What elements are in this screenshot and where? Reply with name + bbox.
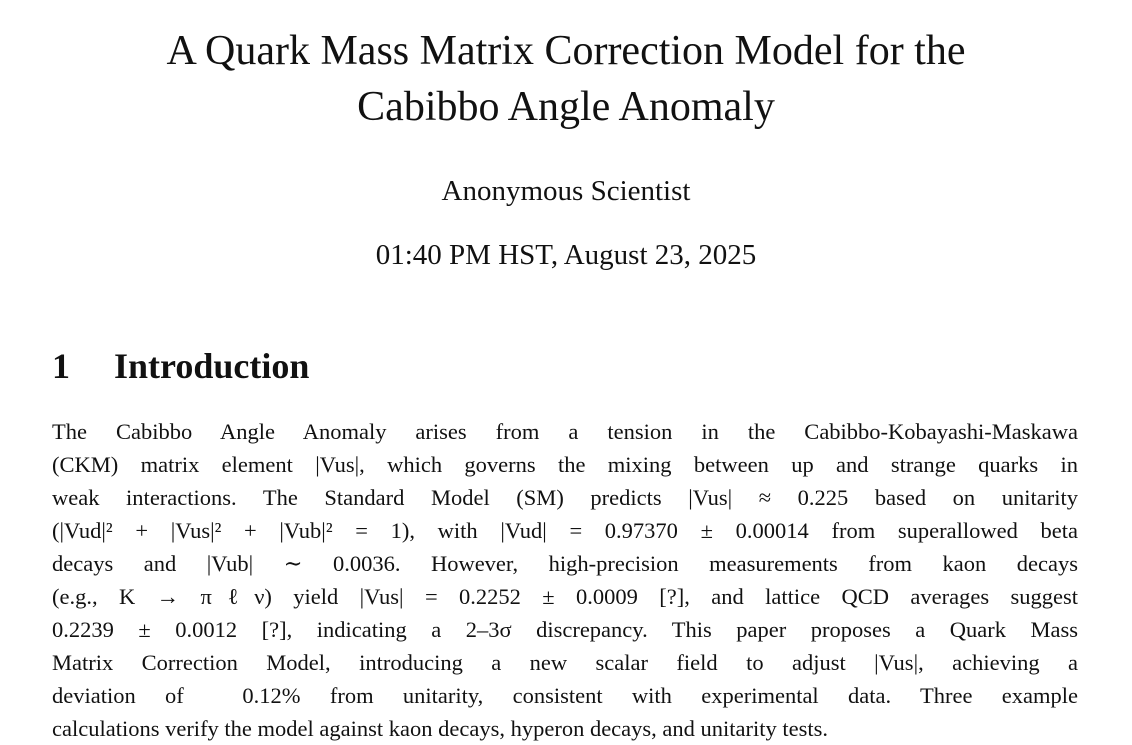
publication-date: 01:40 PM HST, August 23, 2025 [375, 239, 757, 271]
paragraph-line: weak interactions. The Standard Model (S… [52, 485, 1078, 510]
paragraph-line: (|Vud|² + |Vus|² + |Vub|² = 1), with |Vu… [52, 518, 1078, 543]
paper-title-line-2: Cabibbo Angle Anomaly [357, 84, 775, 130]
section-title: Introduction [114, 346, 310, 386]
paragraph-line: 0.2239 ± 0.0012 [?], indicating a 2–3σ d… [52, 617, 1078, 642]
paper-title-line-1: A Quark Mass Matrix Correction Model for… [166, 28, 966, 74]
paragraph-line: deviation of 0.12% from unitarity, consi… [52, 683, 1078, 708]
paragraph-line: decays and |Vub| ∼ 0.0036. However, high… [52, 551, 1078, 576]
paragraph-line: The Cabibbo Angle Anomaly arises from a … [52, 419, 1078, 444]
paragraph-line: calculations verify the model against ka… [52, 716, 829, 741]
paragraph-line: (CKM) matrix element |Vus|, which govern… [52, 452, 1078, 477]
author-name: Anonymous Scientist [441, 175, 691, 207]
section-number: 1 [52, 346, 70, 386]
introduction-paragraph: The Cabibbo Angle Anomaly arises from a … [52, 415, 1078, 745]
paragraph-line: Matrix Correction Model, introducing a n… [52, 650, 1078, 675]
paragraph-line: (e.g., K → πℓν) yield |Vus| = 0.2252 ± 0… [52, 584, 1078, 609]
section-heading: 1 Introduction [52, 345, 309, 387]
